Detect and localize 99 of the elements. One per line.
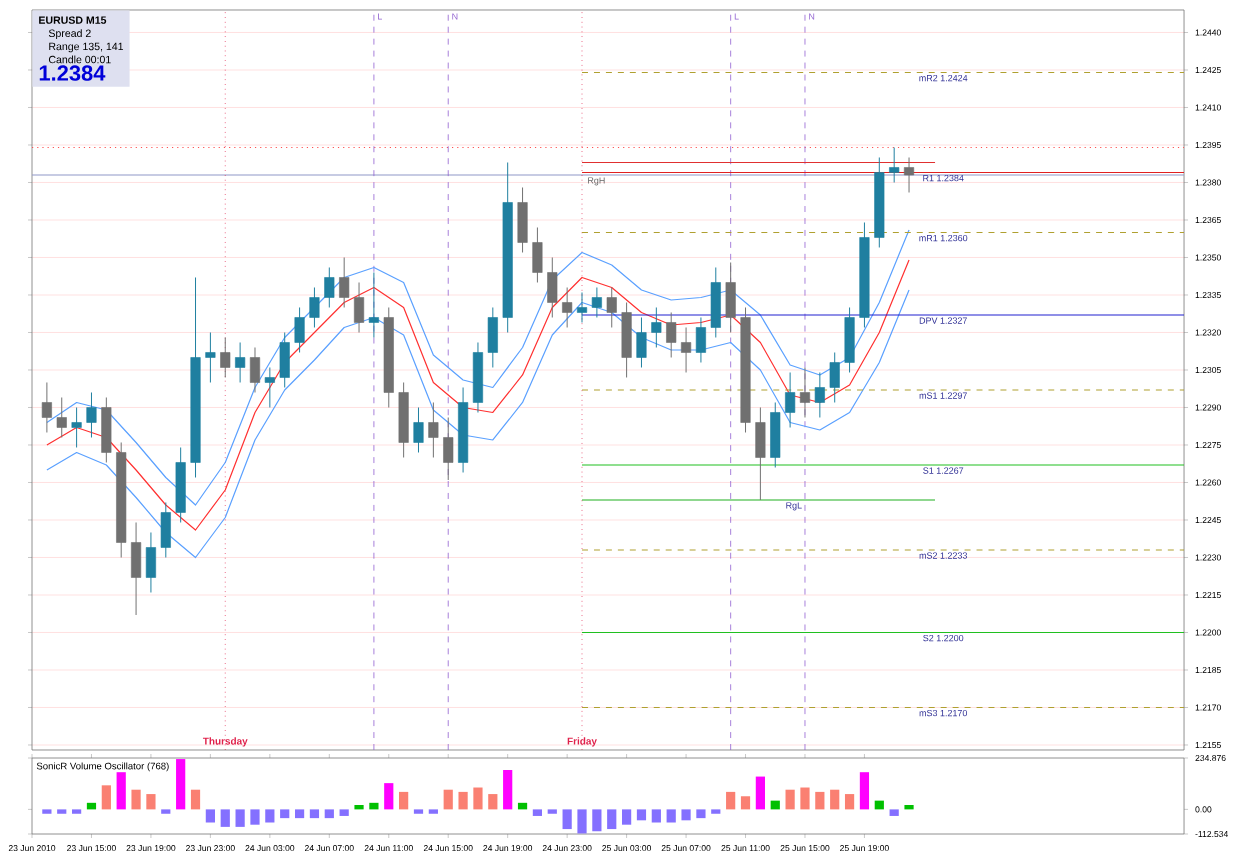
candlestick: [755, 406, 766, 501]
bar: [592, 809, 602, 832]
bar: [131, 789, 141, 810]
candlestick: [844, 306, 855, 373]
candlestick: [56, 396, 67, 438]
bar: [651, 809, 661, 823]
bar: [815, 791, 825, 810]
candlestick: [428, 401, 439, 458]
candlestick: [264, 366, 275, 408]
candlestick: [41, 381, 52, 433]
candlestick: [249, 346, 261, 393]
bar: [250, 809, 260, 825]
bar: [488, 794, 498, 810]
candlestick: [160, 501, 171, 558]
bar: [740, 796, 751, 810]
candlestick: [770, 401, 781, 468]
candlestick: [785, 371, 796, 428]
bar: [309, 809, 320, 819]
candlestick: [695, 316, 706, 363]
candlestick: [71, 406, 82, 448]
candlestick: [279, 331, 290, 388]
candlestick: [606, 286, 617, 328]
bar: [607, 809, 617, 830]
bar: [458, 791, 468, 810]
annotation: 1.2384: [39, 65, 106, 81]
candlestick: [903, 156, 915, 193]
candlestick: [636, 316, 647, 368]
bar: [755, 776, 765, 810]
bar: [101, 785, 111, 810]
candlestick: [131, 521, 142, 616]
bar: [146, 794, 156, 810]
candlestick: [339, 256, 350, 308]
bar: [532, 809, 543, 816]
candlestick: [621, 301, 632, 378]
bar: [235, 809, 245, 827]
candlestick: [591, 286, 602, 318]
candlestick: [205, 331, 216, 383]
bar: [176, 759, 186, 810]
bar: [294, 809, 305, 819]
candlestick: [294, 306, 305, 353]
bar: [800, 787, 810, 810]
bar: [339, 809, 349, 816]
bar: [86, 802, 97, 810]
candlestick: [443, 416, 454, 481]
bar: [220, 809, 230, 827]
candlestick: [576, 291, 588, 323]
candlestick: [666, 311, 677, 358]
bar: [399, 791, 409, 810]
bar: [473, 787, 483, 810]
candlestick: [487, 306, 498, 368]
bar: [443, 789, 453, 810]
bar: [577, 809, 587, 834]
line-series: [46, 289, 910, 559]
bar: [636, 809, 647, 821]
candlestick: [235, 341, 246, 383]
bar: [517, 802, 528, 810]
bar: [785, 789, 795, 810]
bar: [116, 772, 126, 810]
bar: [681, 809, 691, 821]
candlestick: [353, 281, 365, 333]
candlestick: [651, 306, 662, 348]
line-series: [46, 229, 910, 506]
bar: [503, 770, 513, 810]
candlestick: [324, 266, 335, 308]
bar: [621, 809, 632, 825]
bar: [265, 809, 275, 823]
bar: [666, 809, 676, 823]
candlestick: [889, 146, 900, 183]
bar: [369, 802, 379, 810]
bar: [562, 809, 572, 830]
candlestick: [725, 261, 736, 333]
bar: [830, 789, 840, 810]
candlestick: [101, 396, 112, 463]
candlestick: [710, 266, 721, 338]
bar: [324, 809, 334, 819]
candlestick: [799, 366, 811, 418]
bar: [844, 794, 855, 810]
candlestick: [814, 371, 825, 418]
candlestick: [562, 286, 573, 328]
candlestick: [829, 351, 840, 403]
candlestick: [220, 336, 231, 378]
candlestick: [681, 326, 692, 373]
candlestick: [368, 271, 379, 338]
bar: [384, 783, 394, 810]
bar: [889, 809, 899, 816]
candlestick: [413, 406, 424, 453]
line-series: [46, 259, 910, 531]
candlestick: [547, 256, 558, 318]
bar: [190, 789, 201, 810]
candlestick: [86, 391, 97, 438]
bar: [726, 791, 736, 810]
bar: [280, 809, 290, 819]
bar: [205, 809, 215, 823]
candlestick: [145, 531, 156, 593]
bar: [696, 809, 706, 819]
bar: [859, 772, 870, 810]
candlestick: [532, 226, 543, 283]
candlestick: [309, 286, 320, 328]
candlestick: [517, 186, 528, 253]
